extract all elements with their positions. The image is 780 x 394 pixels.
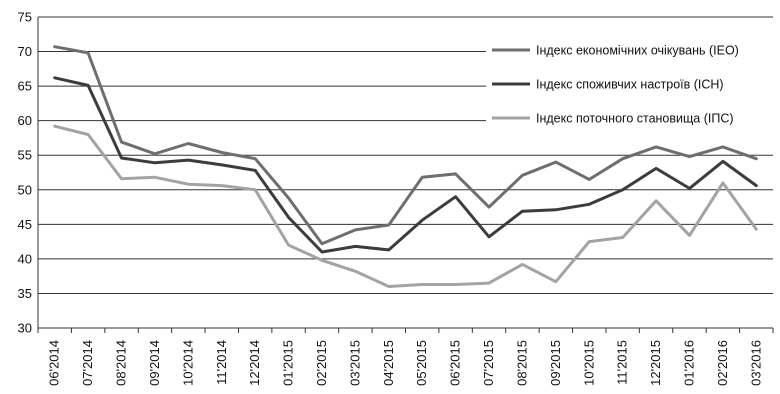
legend-label-3: Індекс поточного становища (ІПС) [536, 112, 734, 126]
y-tick-label: 60 [18, 113, 32, 128]
x-tick-label: 06'2015 [448, 340, 463, 386]
x-tick-label: 04'2015 [381, 340, 396, 386]
y-axis: 30 35 40 45 50 55 60 65 70 75 [18, 10, 39, 336]
x-tick-label: 05'2015 [414, 340, 429, 386]
x-tick-label: 08'2014 [114, 340, 129, 386]
x-tick-label: 10'2015 [581, 340, 596, 386]
y-tick-label: 65 [18, 79, 32, 94]
gridlines [38, 16, 773, 329]
x-tick-label: 03'2016 [748, 340, 763, 386]
x-tick-label: 02'2016 [715, 340, 730, 386]
x-tick-label: 12'2014 [247, 340, 262, 386]
x-tick-label: 11'2015 [615, 340, 630, 385]
legend: Індекс економічних очікувань (ІЕО) Індекс… [486, 36, 776, 134]
legend-label-1: Індекс економічних очікувань (ІЕО) [536, 44, 739, 58]
x-tick-label: 09'2014 [147, 340, 162, 386]
y-tick-label: 35 [18, 286, 32, 301]
series-line-3 [53, 124, 758, 288]
legend-label-2: Індекс споживчих настроїв (ІСН) [536, 78, 724, 92]
y-tick-label: 30 [18, 321, 32, 336]
x-tick-label: 08'2015 [514, 340, 529, 386]
x-tick-label: 01'2016 [681, 340, 696, 386]
y-tick-label: 40 [18, 251, 32, 266]
y-tick-label: 45 [18, 217, 32, 232]
x-axis: 06'2014 07'2014 08'2014 09'2014 10'2014 11'20… [37, 328, 774, 386]
x-tick-label: 02'2015 [314, 340, 329, 386]
series-line-2 [53, 76, 758, 254]
y-tick-label: 55 [18, 148, 32, 163]
x-tick-label: 09'2015 [548, 340, 563, 386]
x-tick-label: 06'2014 [47, 340, 62, 386]
series-line-1 [53, 45, 758, 246]
y-tick-label: 50 [18, 182, 32, 197]
x-tick-label: 03'2015 [347, 340, 362, 386]
x-tick-label: 07'2014 [80, 340, 95, 386]
x-tick-label: 07'2015 [481, 340, 496, 386]
y-tick-label: 75 [18, 10, 32, 25]
y-tick-label: 70 [18, 44, 32, 59]
x-tick-label: 01'2015 [281, 340, 296, 386]
x-tick-label: 10'2014 [180, 340, 195, 386]
legend-background [486, 36, 776, 134]
x-tick-label: 11'2014 [214, 340, 229, 385]
x-tick-label: 12'2015 [648, 340, 663, 386]
series-lines [53, 45, 758, 288]
